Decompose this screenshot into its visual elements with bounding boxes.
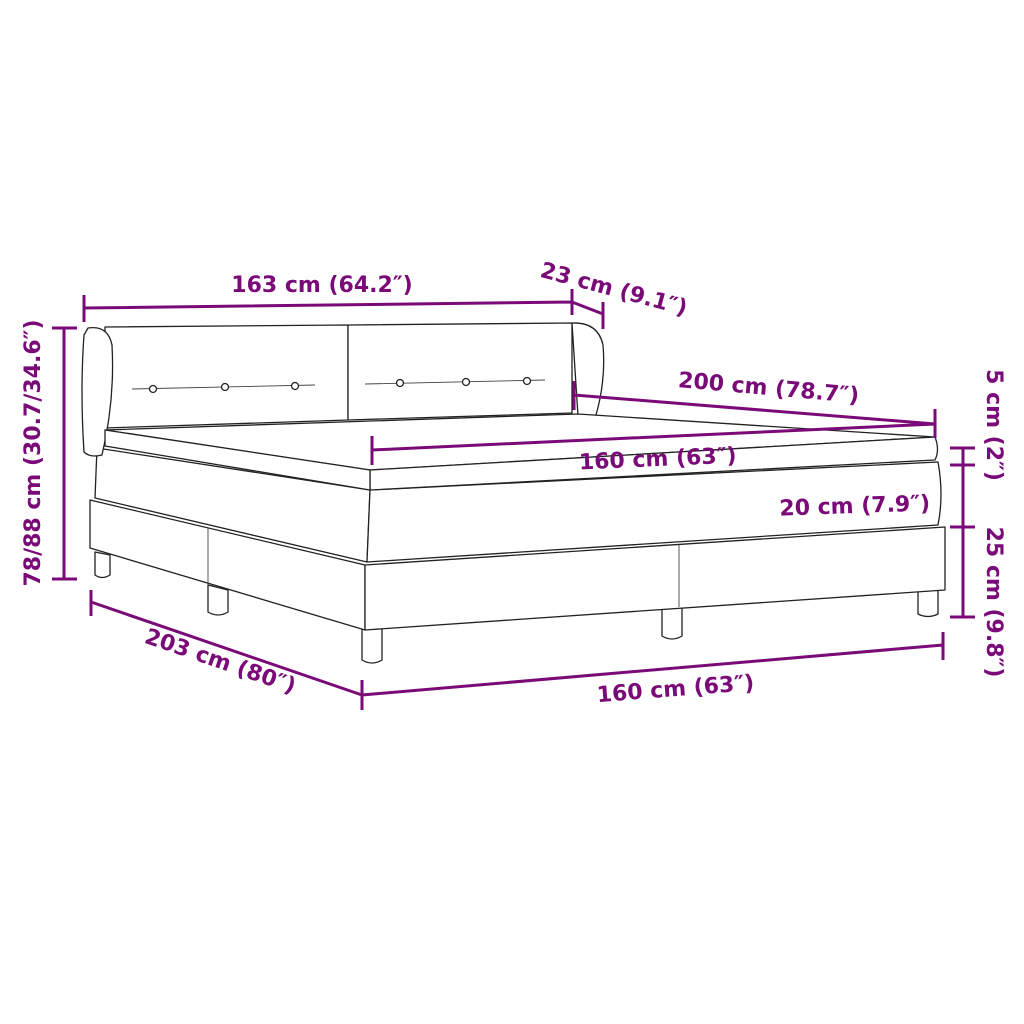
leg: [94, 551, 111, 579]
bed-illustration: [81, 322, 946, 664]
dimension-lines: [52, 289, 975, 710]
mattress-length-line: [572, 381, 937, 438]
right-height-line: [950, 446, 975, 619]
total-length-label: 203 cm (80″): [141, 624, 298, 699]
base-width-label: 160 cm (63″): [596, 671, 755, 708]
headboard-wing-left: [81, 326, 114, 457]
leg: [661, 602, 683, 640]
total-height-line: [52, 326, 77, 581]
leg: [207, 584, 229, 616]
headboard-depth-line: [571, 300, 605, 329]
total-length-line: [89, 590, 363, 697]
headboard-depth-label: 23 cm (9.1″): [538, 258, 690, 321]
topper-side: [104, 429, 371, 491]
headboard-panel-left: [104, 324, 349, 429]
headboard-panel-right: [347, 322, 573, 421]
total-height-label: 78/88 cm (30.7/34.6″): [21, 319, 46, 586]
mattress-height-label: 20 cm (7.9″): [779, 491, 931, 521]
topper-height-label: 5 cm (2″): [981, 369, 1006, 481]
leg: [361, 627, 383, 664]
mattress-front: [366, 461, 942, 563]
headboard-wing-right: [571, 322, 605, 417]
tufting-button: [522, 376, 532, 386]
mattress-length-label: 200 cm (78.7″): [677, 368, 860, 409]
tufting-button: [461, 377, 471, 387]
base-front: [364, 526, 946, 631]
base-height-label: 25 cm (9.8″): [981, 527, 1006, 678]
headboard-width-label: 163 cm (64.2″): [231, 273, 412, 298]
tufting-button: [220, 382, 230, 392]
tufting-button: [290, 381, 300, 391]
mattress-width-line: [370, 422, 936, 465]
tufting-button: [148, 384, 158, 394]
tufting-button: [395, 378, 405, 388]
tufting-line: [364, 379, 546, 385]
